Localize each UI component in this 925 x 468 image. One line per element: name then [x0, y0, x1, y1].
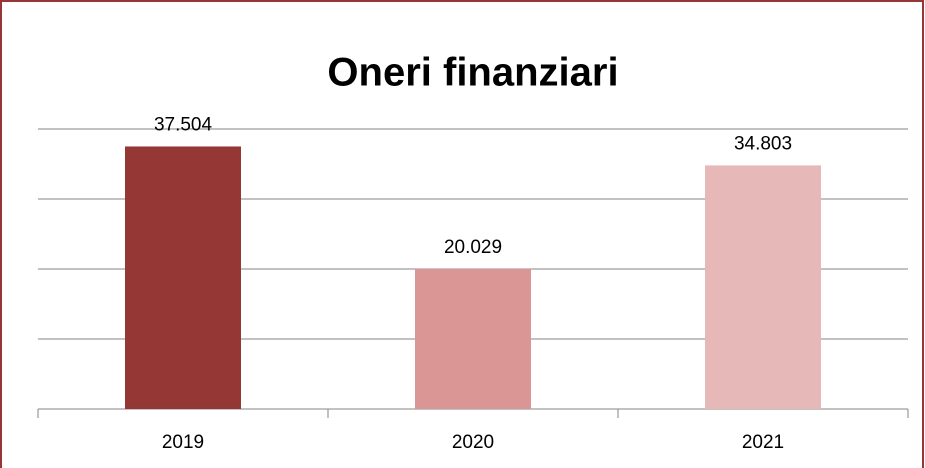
data-label: 37.504	[154, 114, 213, 135]
data-label: 20.029	[444, 237, 502, 258]
data-label: 34.803	[734, 133, 792, 154]
bar	[705, 165, 821, 409]
bar	[125, 146, 241, 410]
x-tick-label: 2020	[452, 432, 494, 453]
x-tick-label: 2019	[162, 432, 204, 453]
bar	[415, 268, 531, 409]
chart-title: Oneri finanziari	[327, 51, 618, 95]
x-tick-label: 2021	[742, 432, 784, 453]
